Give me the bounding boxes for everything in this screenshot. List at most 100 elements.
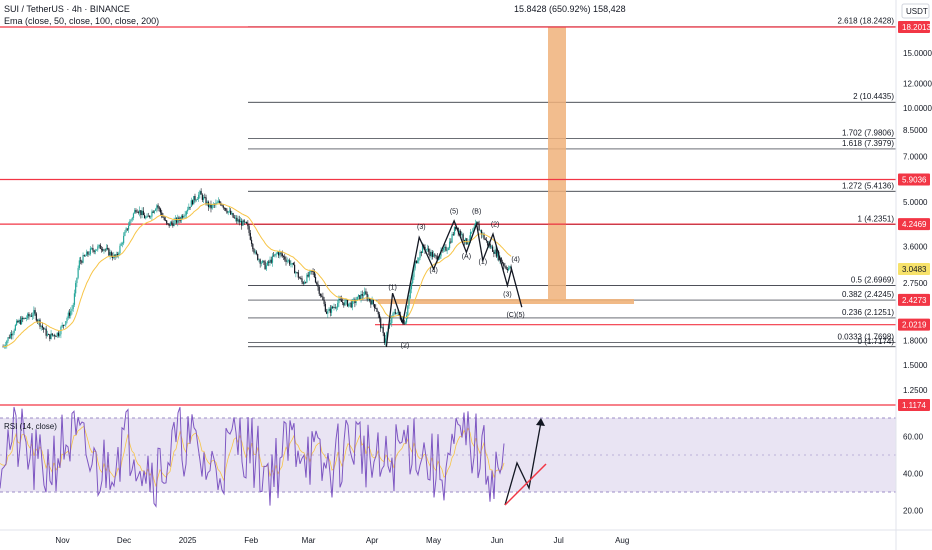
price-tag[interactable]: [898, 218, 930, 231]
candle-body: [25, 318, 28, 319]
rsi-projection-arrow[interactable]: [504, 421, 542, 506]
candle-body: [370, 300, 372, 305]
candle-body: [28, 313, 30, 317]
candle-body: [349, 302, 351, 304]
candle-body: [451, 234, 453, 243]
price-tag[interactable]: [898, 293, 930, 306]
candle-body: [446, 249, 448, 251]
candle-body: [32, 315, 34, 317]
candle-body: [17, 320, 19, 323]
candle-body: [148, 215, 151, 217]
candle-body: [49, 334, 51, 339]
candle-body: [404, 322, 406, 325]
candle-body: [270, 259, 272, 263]
indicator-title[interactable]: Ema (close, 50, close, 100, close, 200): [4, 16, 159, 26]
candle-body: [471, 231, 473, 233]
candle-body: [115, 254, 117, 258]
candle-body: [290, 264, 292, 265]
candle-body: [389, 323, 392, 325]
candle-body: [250, 239, 253, 244]
candle-body: [356, 296, 358, 301]
candle-body: [276, 252, 278, 254]
price-pane[interactable]: 2.618 (18.2428) 2 (10.4435) 1.702 (7.9806)…: [0, 17, 896, 406]
candle-body: [433, 254, 435, 257]
candle-body: [45, 328, 47, 336]
candle-body: [316, 282, 318, 285]
candle-body: [328, 308, 330, 311]
candle-body: [188, 206, 190, 210]
candle-body: [102, 249, 104, 251]
price-tag[interactable]: [898, 173, 930, 186]
candle-body: [246, 221, 248, 224]
candle-body: [23, 317, 25, 319]
time-axis[interactable]: Nov Dec 2025 Feb Mar Apr May Jun Jul Aug: [55, 536, 629, 545]
x-tick-label: Nov: [55, 536, 69, 545]
candle-body: [426, 248, 429, 250]
elliott-wave-path[interactable]: [385, 219, 523, 347]
resistance-lines[interactable]: [0, 26, 896, 406]
candle-body: [233, 217, 235, 219]
candle-body: [302, 282, 304, 284]
fib-level-label: 0.236 (2.1251): [842, 308, 894, 317]
candle-body: [508, 267, 510, 271]
candle-body: [322, 296, 324, 301]
candle-body: [55, 336, 57, 338]
candle-body: [286, 260, 288, 262]
candle-body: [161, 212, 163, 217]
candle-body: [405, 315, 408, 323]
measure-readout: 15.8428 (650.92%) 158,428: [514, 4, 626, 14]
price-tag[interactable]: [898, 263, 930, 276]
candle-body: [281, 253, 283, 256]
rsi-trendline[interactable]: [504, 463, 547, 506]
y-tick-label: 12.0000: [903, 79, 932, 88]
symbol-title[interactable]: SUI / TetherUS · 4h · BINANCE: [4, 4, 130, 14]
candle-body: [477, 221, 479, 225]
price-tag[interactable]: [898, 399, 930, 411]
fib-level-label: 1.618 (7.3979): [842, 139, 894, 148]
demand-zone-box[interactable]: [378, 299, 634, 304]
price-tag[interactable]: [898, 21, 930, 33]
candle-body: [262, 260, 264, 263]
candle-body: [163, 217, 165, 220]
price-tag-label: 2.0219: [902, 321, 927, 330]
candle-body: [510, 266, 512, 270]
fibonacci-retracement[interactable]: 2.618 (18.2428) 2 (10.4435) 1.702 (7.9806)…: [248, 17, 896, 348]
candle-body: [81, 261, 83, 263]
candle-body: [210, 204, 212, 209]
candle-body: [225, 208, 227, 211]
candle-body: [183, 215, 185, 218]
target-zone-box[interactable]: [548, 27, 566, 300]
price-axis[interactable]: 15.0000 12.0000 10.0000 8.5000 7.0000 5.0000 3…: [895, 0, 932, 550]
candle-body: [489, 243, 491, 248]
candle-body: [445, 246, 447, 251]
candle-body: [52, 334, 55, 336]
currency-badge[interactable]: [901, 3, 930, 19]
candle-body: [83, 255, 85, 257]
candle-body: [40, 325, 42, 327]
candle-body: [84, 255, 87, 257]
candle-body: [297, 272, 299, 278]
candle-body: [177, 217, 179, 223]
x-tick-label: Dec: [117, 536, 131, 545]
rsi-pane[interactable]: RSI (14, close): [0, 406, 896, 508]
candle-body: [65, 321, 67, 325]
candle-body: [191, 200, 194, 205]
price-tag-label: 3.0483: [902, 265, 927, 274]
candle-body: [255, 251, 258, 254]
candle-body: [295, 272, 297, 274]
candle-body: [126, 228, 128, 230]
candle-body: [79, 260, 82, 262]
candle-body: [369, 298, 371, 301]
candle-body: [124, 231, 126, 236]
price-tag[interactable]: [898, 318, 930, 331]
candle-body: [493, 251, 495, 254]
candle-body: [319, 293, 322, 296]
candle-body: [264, 261, 266, 270]
candle-body: [339, 298, 341, 300]
candle-body: [280, 252, 282, 254]
candle-body: [359, 295, 361, 300]
wave-label: (3): [503, 291, 512, 298]
rsi-tick-label: 60.00: [903, 433, 924, 442]
candle-body: [12, 332, 14, 336]
